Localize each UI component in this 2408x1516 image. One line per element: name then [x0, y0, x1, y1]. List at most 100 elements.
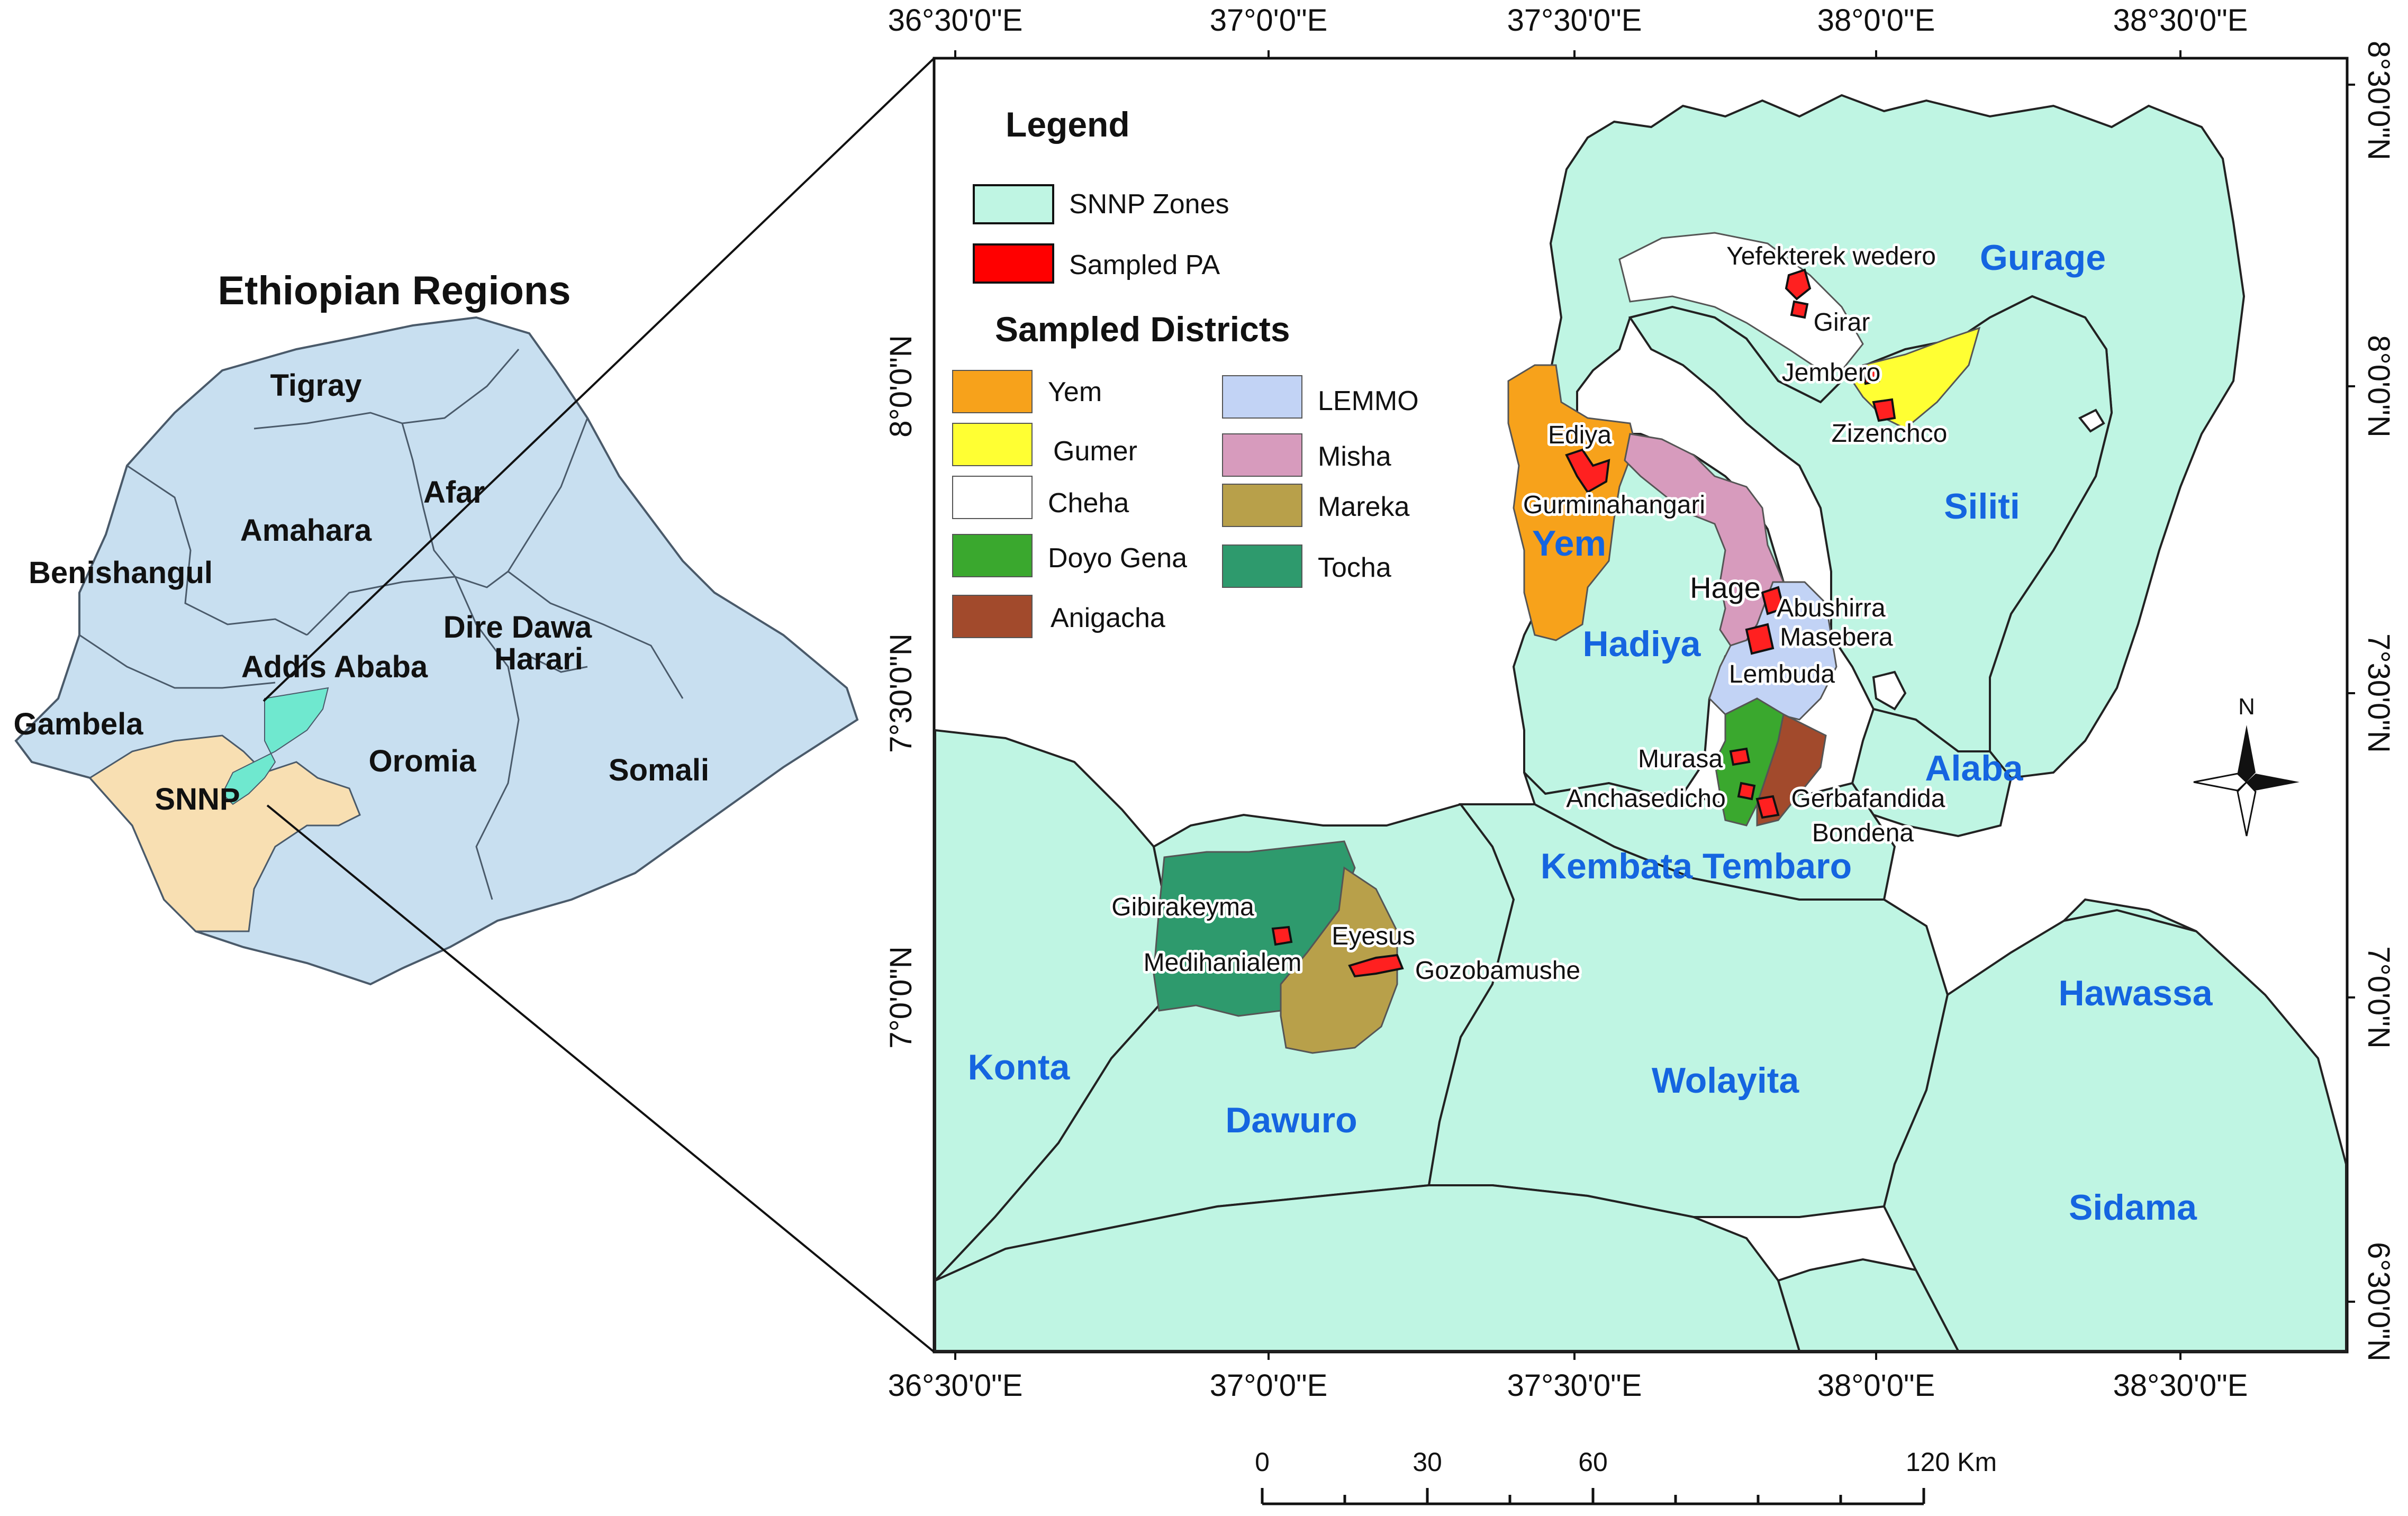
pa-label-masebera: Masebera [1780, 623, 1893, 651]
region-label-amahara: Amahara [240, 513, 372, 548]
district-mareka [1280, 866, 1398, 1054]
region-label-snnp: SNNP [155, 782, 240, 816]
zone-hawassa [2060, 898, 2197, 932]
tick-label-right: 7°30'0"N [2361, 633, 2396, 753]
scale-bar-ticks [1261, 1488, 1925, 1504]
zone-label-hawassa: Hawassa [2058, 973, 2213, 1013]
north-arrow-e [2247, 774, 2300, 791]
north-arrow-n [2238, 725, 2256, 782]
pa-marker-anchasedicho [1737, 782, 1756, 801]
pa-marker-girar [1790, 300, 1809, 319]
scale-bar: 0 30 60 120 Km [1255, 1447, 1997, 1505]
zone-south-east-strip [1777, 1258, 1960, 1352]
pa-label-murasa: Murasa [1638, 745, 1723, 773]
pa-marker-gerbafandida [1755, 795, 1780, 819]
connector-line-top [262, 57, 935, 702]
legend-districts-title: Sampled Districts [995, 310, 1290, 349]
lake-2 [1872, 670, 1907, 711]
tick-label-top: 36°30'0"E [888, 3, 1023, 38]
pa-label-eyesus: Eyesus [1332, 922, 1415, 950]
zone-label-sidama: Sidama [2069, 1187, 2197, 1228]
ethiopia-outline [14, 316, 859, 986]
legend-swatch-gumer [952, 423, 1033, 466]
tick-label-right: 7°0'0"N [2361, 946, 2396, 1049]
tick-label-bottom: 38°0'0"E [1817, 1368, 1935, 1403]
lake-1 [2078, 408, 2105, 433]
region-label-tigray: Tigray [270, 368, 361, 403]
pa-label-jembero: Jembero [1782, 359, 1881, 387]
axis-labels-bottom: 36°30'0"E 37°0'0"E 37°30'0"E 38°0'0"E 38… [888, 1368, 2248, 1403]
zone-label-alaba: Alaba [1925, 748, 2023, 788]
pa-marker-ediya-gurminahangari [1565, 448, 1610, 494]
legend: Legend SNNP Zones Sampled PA Sampled Dis… [952, 105, 1419, 638]
pa-label-abushirra: Abushirra [1777, 594, 1886, 622]
tick-label-bottom: 37°30'0"E [1507, 1368, 1642, 1403]
tick-label-left: 7°0'0"N [884, 946, 918, 1049]
pa-label-hage: Hage [1690, 571, 1761, 604]
lakes [1872, 408, 2105, 711]
legend-swatch-yem [952, 370, 1033, 413]
zone-siliti [1628, 295, 2113, 752]
zone-label-yem: Yem [1532, 523, 1606, 564]
zone-label-kembata-tembaro: Kembata Tembaro [1541, 846, 1852, 886]
legend-label-lemmo: LEMMO [1318, 386, 1419, 416]
axis-labels-top: 36°30'0"E 37°0'0"E 37°30'0"E 38°0'0"E 38… [888, 3, 2248, 38]
axis-labels-right: 8°30'0"N 8°0'0"N 7°30'0"N 7°0'0"N 6°30'0… [2361, 41, 2396, 1361]
zone-alaba [1851, 707, 2013, 838]
inset-region-boundaries [79, 349, 684, 900]
scale-label: 30 [1413, 1447, 1442, 1477]
tick-label-bottom: 38°30'0"E [2113, 1368, 2248, 1403]
region-label-harari: Harari [494, 642, 583, 676]
legend-label-mareka: Mareka [1318, 492, 1409, 522]
legend-label-anigacha: Anigacha [1051, 603, 1165, 633]
tick-label-top: 37°0'0"E [1210, 3, 1328, 38]
pa-marker-eyesus-gozobamushe [1348, 954, 1404, 978]
legend-label-yem: Yem [1048, 377, 1102, 407]
pa-label-bondena: Bondena [1812, 819, 1914, 847]
frame-ticks [954, 50, 2355, 1360]
region-label-afar: Afar [423, 475, 485, 510]
scale-label: 120 Km [1906, 1447, 1997, 1477]
legend-swatch-mareka [1222, 484, 1302, 527]
pa-label-lembuda: Lembuda [1729, 660, 1835, 688]
snnp-region [88, 734, 361, 932]
pa-label-medihanialem: Medihanialem [1144, 949, 1302, 977]
north-arrow: N [2193, 694, 2300, 837]
region-label-gambela: Gambela [14, 707, 144, 741]
zone-label-gurage: Gurage [1980, 238, 2106, 278]
pa-label-gibirakeyma: Gibirakeyma [1111, 893, 1254, 921]
tick-label-left: 8°0'0"N [884, 335, 918, 438]
zone-label-hadiya: Hadiya [1583, 624, 1701, 664]
region-label-benishangul: Benishangul [29, 556, 213, 590]
zone-label-wolayita: Wolayita [1652, 1060, 1800, 1101]
zone-labels: Gurage Siliti Yem Hadiya Alaba Kembata T… [968, 238, 2213, 1228]
study-area-map: Gurage Siliti Yem Hadiya Alaba Kembata T… [884, 3, 2396, 1505]
region-label-oromia: Oromia [368, 744, 476, 778]
pa-marker-abushirra [1761, 586, 1785, 615]
tick-label-right: 6°30'0"N [2361, 1242, 2396, 1361]
pa-label-gurminahangari: Gurminahangari [1523, 491, 1705, 519]
legend-title: Legend [1006, 105, 1130, 144]
region-label-addis-ababa: Addis Ababa [241, 650, 428, 684]
region-label-somali: Somali [609, 753, 709, 787]
tick-label-right: 8°30'0"N [2361, 41, 2396, 160]
district-yem [1507, 364, 1636, 641]
inset-title: Ethiopian Regions [218, 268, 571, 313]
study-area [221, 687, 329, 805]
ethiopia-inset: Ethiopian Regions Tigray Afar Amahara Be… [14, 57, 935, 1353]
tick-label-top: 38°30'0"E [2113, 3, 2248, 38]
district-cheha [1618, 232, 1864, 371]
legend-label-gumer: Gumer [1053, 436, 1137, 467]
sampled-pa-markers [1271, 268, 1896, 978]
legend-swatch-sampled-pa [973, 243, 1054, 284]
legend-swatch-anigacha [952, 595, 1033, 638]
legend-swatch-lemmo [1222, 375, 1302, 419]
pa-label-anchasedicho: Anchasedicho [1566, 785, 1726, 813]
zone-kembata-tembaro [1523, 771, 1896, 901]
legend-label-tocha: Tocha [1318, 552, 1391, 583]
north-arrow-label: N [2238, 694, 2255, 720]
pa-marker-masebera [1745, 623, 1775, 655]
pa-label-yefekterek-wedero: Yefekterek wedero [1726, 242, 1936, 270]
legend-label-snnp-zones: SNNP Zones [1069, 189, 1229, 220]
